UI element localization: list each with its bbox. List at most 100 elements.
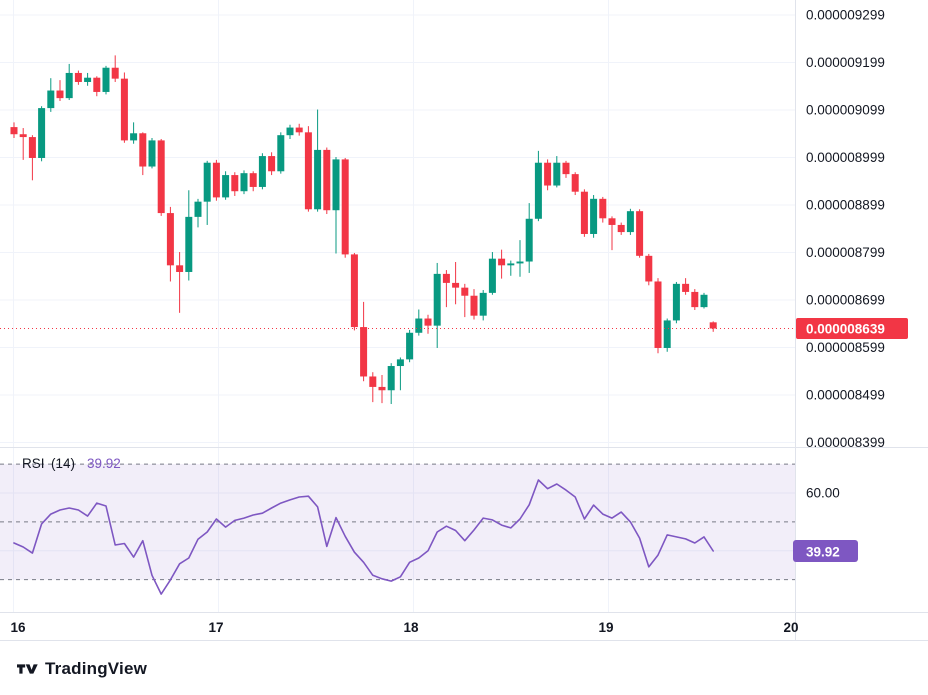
candle[interactable] [212,159,220,201]
candle[interactable] [323,147,331,215]
candle[interactable] [654,278,662,354]
candle[interactable] [498,249,506,279]
candle[interactable] [258,153,266,190]
candle[interactable] [424,314,432,334]
price-scale[interactable]: 0.000009299 0.000009199 0.000009099 0.00000… [806,8,885,451]
rsi-indicator-name[interactable]: RSI [22,456,45,471]
candle[interactable] [341,157,349,258]
candlestick-series[interactable] [10,55,717,405]
candle[interactable] [415,309,423,336]
candle[interactable] [571,172,579,196]
price-axis-label: 0.000009099 [806,103,885,118]
candle[interactable] [157,138,165,216]
candle[interactable] [111,55,119,82]
candle[interactable] [672,281,680,324]
candle[interactable] [148,138,156,169]
candle[interactable] [599,196,607,223]
rsi-scale[interactable]: 60.00 [806,486,840,501]
tradingview-logo-link[interactable]: TradingView [17,659,147,679]
candle[interactable] [194,198,202,228]
candle[interactable] [700,292,708,309]
candle[interactable] [203,160,211,225]
candle[interactable] [590,195,598,238]
candle[interactable] [93,76,101,97]
candle[interactable] [102,65,110,95]
candle[interactable] [176,252,184,313]
candle[interactable] [56,80,64,101]
candle-body [350,254,358,328]
candle[interactable] [166,206,174,282]
candle[interactable] [534,150,542,222]
candle[interactable] [580,189,588,237]
rsi-band [0,463,795,581]
candle[interactable] [562,160,570,178]
candle[interactable] [314,109,322,212]
time-scale[interactable]: 16 17 18 19 20 [10,620,798,635]
candle[interactable] [507,260,515,276]
candle[interactable] [47,78,55,112]
candle[interactable] [249,171,257,192]
candle[interactable] [360,301,368,382]
candle-body [534,162,542,219]
candle-body [433,273,441,326]
candle[interactable] [682,278,690,295]
candle[interactable] [525,203,533,273]
candle[interactable] [387,363,395,405]
candle[interactable] [295,123,303,136]
candle[interactable] [240,170,248,195]
candle[interactable] [645,253,653,286]
candle[interactable] [10,122,18,139]
rsi-indicator-legend[interactable]: RSI (14) 39.92 [22,456,121,471]
candle[interactable] [470,289,478,320]
candle[interactable] [544,159,552,191]
candle[interactable] [74,70,82,85]
candle[interactable] [608,216,616,251]
candle-body [626,211,634,233]
candle[interactable] [461,283,469,318]
candle[interactable] [304,126,312,212]
candle[interactable] [65,63,73,101]
candle[interactable] [286,124,294,139]
candle-body [369,376,377,387]
candle[interactable] [231,172,239,196]
candle[interactable] [553,156,561,188]
candle[interactable] [479,290,487,321]
candle[interactable] [19,128,27,160]
candle[interactable] [691,289,699,310]
candle-body [74,72,82,82]
candle[interactable] [120,72,128,143]
candle[interactable] [277,132,285,174]
candle[interactable] [139,132,147,176]
candle[interactable] [130,122,138,144]
candle[interactable] [516,240,524,277]
candle[interactable] [185,190,193,281]
candle[interactable] [38,106,46,162]
candle[interactable] [332,157,340,254]
candle[interactable] [350,252,358,331]
candle[interactable] [28,135,36,181]
candle[interactable] [268,152,276,176]
candle[interactable] [617,222,625,235]
candle-body [580,191,588,234]
candle[interactable] [452,262,460,305]
candle[interactable] [442,270,450,308]
rsi-line[interactable] [13,479,715,595]
rsi-indicator-params: (14) [51,456,75,471]
candle[interactable] [663,318,671,352]
candle[interactable] [709,321,717,332]
candle-body [654,281,662,348]
candle[interactable] [222,171,230,200]
chart-canvas[interactable]: 0.000009299 0.000009199 0.000009099 0.00000… [0,0,928,641]
candle[interactable] [84,72,92,86]
candle-body [249,173,257,187]
candle[interactable] [378,375,386,404]
candle[interactable] [626,208,634,235]
candle[interactable] [433,262,441,348]
candle[interactable] [369,372,377,403]
candle[interactable] [636,209,644,258]
candle[interactable] [488,252,496,295]
candle[interactable] [406,329,414,363]
candle-body [231,175,239,192]
candle[interactable] [396,357,404,391]
